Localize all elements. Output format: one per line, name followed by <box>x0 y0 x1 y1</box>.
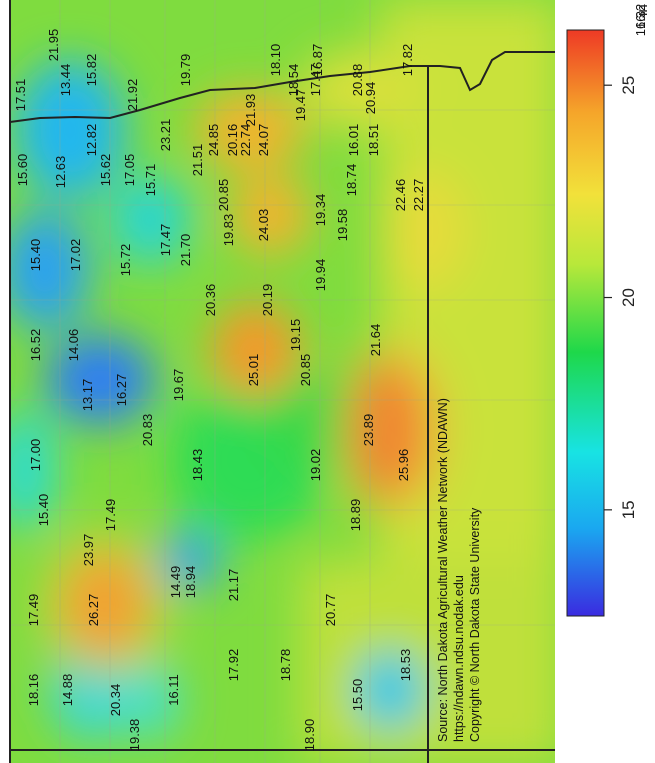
station-value-label: 24.85 <box>206 124 221 157</box>
station-value-label: 20.16 <box>225 124 240 157</box>
station-value-label: 16.32 <box>633 4 648 37</box>
station-value-label: 20.36 <box>203 284 218 317</box>
station-value-label: 19.47 <box>293 89 308 122</box>
legend-colorbar <box>566 29 605 617</box>
station-value-label: 15.50 <box>350 679 365 712</box>
station-value-label: 14.06 <box>66 329 81 362</box>
station-value-label: 20.19 <box>260 284 275 317</box>
station-value-label: 21.92 <box>125 79 140 112</box>
station-value-label: 23.97 <box>81 534 96 567</box>
station-value-label: 25.01 <box>246 354 261 387</box>
station-value-label: 21.51 <box>190 144 205 177</box>
source-line-2: https://ndawn.ndsu.nodak.edu <box>452 575 466 742</box>
station-value-label: 23.89 <box>361 414 376 447</box>
station-value-label: 14.88 <box>60 674 75 707</box>
station-value-label: 20.85 <box>216 179 231 212</box>
station-value-label: 18.51 <box>366 124 381 157</box>
station-value-label: 18.43 <box>190 449 205 482</box>
legend-tick-label: 15 <box>619 500 638 519</box>
county-lines <box>10 0 555 763</box>
station-value-label: 17.00 <box>28 439 43 472</box>
station-value-label: 19.38 <box>127 719 142 752</box>
legend-ticks: 15 20 25 <box>604 76 638 519</box>
source-line-3: Copyright © North Dakota State Universit… <box>468 507 482 742</box>
source-attribution: Source: North Dakota Agricultural Weathe… <box>436 398 482 742</box>
station-value-label: 17.05 <box>122 154 137 187</box>
station-value-label: 23.21 <box>158 119 173 152</box>
station-value-label: 21.95 <box>46 29 61 62</box>
station-value-label: 18.10 <box>268 44 283 77</box>
station-value-label: 19.94 <box>313 259 328 292</box>
color-legend: 15 20 25 in <box>566 4 651 617</box>
station-value-label: 15.40 <box>36 494 51 527</box>
station-value-label: 15.72 <box>118 244 133 277</box>
station-value-label: 19.02 <box>308 449 323 482</box>
station-value-label: 16. <box>633 11 648 29</box>
station-value-label: 18.54 <box>286 64 301 97</box>
station-value-label: 24.03 <box>256 209 271 242</box>
station-value-label: 18.90 <box>302 719 317 752</box>
legend-tick-label: 25 <box>619 76 638 95</box>
station-value-label: 24.07 <box>256 124 271 157</box>
station-value-label: 14.49 <box>168 566 183 599</box>
station-value-label: 18.94 <box>183 566 198 599</box>
station-value-label: 15.71 <box>143 164 158 197</box>
station-value-label: 22.74 <box>238 124 253 157</box>
station-value-label: 15.82 <box>84 54 99 87</box>
station-value-label: 20.77 <box>323 594 338 627</box>
station-value-label: 19.34 <box>313 194 328 227</box>
station-value-label: 12.63 <box>53 156 68 189</box>
legend-unit: in <box>634 4 651 16</box>
station-value-label: 16.52 <box>28 329 43 362</box>
station-value-label: 17.02 <box>68 239 83 272</box>
station-value-label: 18.53 <box>398 649 413 682</box>
station-value-label: 19.15 <box>288 319 303 352</box>
station-value-label: 18.89 <box>348 499 363 532</box>
station-value-label: 17.49 <box>103 499 118 532</box>
station-value-label: 16.27 <box>114 374 129 407</box>
station-value-label: 13.17 <box>80 379 95 412</box>
station-value-label: 18.16 <box>26 674 41 707</box>
station-value-label: 15.62 <box>98 154 113 187</box>
station-value-label: 17.51 <box>13 79 28 112</box>
station-value-label: 17.82 <box>400 44 415 77</box>
station-value-label: 21.64 <box>368 324 383 357</box>
state-borders <box>9 0 555 763</box>
station-value-label: 22.46 <box>393 179 408 212</box>
station-value-label: 19.83 <box>221 214 236 247</box>
station-value-label: 17.47 <box>158 224 173 257</box>
station-value-label: 20.83 <box>140 414 155 447</box>
station-value-label: 19.79 <box>178 54 193 87</box>
station-value-label: 21.93 <box>243 94 258 127</box>
station-value-label: 20.88 <box>350 64 365 97</box>
source-line-1: Source: North Dakota Agricultural Weathe… <box>436 398 450 742</box>
station-value-label: 16.11 <box>166 674 181 706</box>
station-value-label: 17.47 <box>308 64 323 97</box>
station-value-label: 13.44 <box>58 64 73 97</box>
station-value-label: 22.27 <box>411 179 426 212</box>
station-value-label: 17.49 <box>26 594 41 627</box>
station-value-label: 21.17 <box>226 569 241 602</box>
station-value-label: 21.70 <box>178 234 193 267</box>
station-value-label: 15.60 <box>15 154 30 187</box>
precipitation-field <box>10 0 555 763</box>
legend-tick-label: 20 <box>619 288 638 307</box>
station-value-label: 19.58 <box>335 209 350 242</box>
station-value-label: 20.85 <box>298 354 313 387</box>
station-value-label: 18.74 <box>344 164 359 197</box>
station-value-label: 18.78 <box>278 649 293 682</box>
station-value-label: 20.34 <box>108 684 123 717</box>
station-value-label: 15.40 <box>28 239 43 272</box>
station-value-label: 16.87 <box>310 44 325 77</box>
station-value-label: 19.67 <box>171 369 186 402</box>
station-value-label: 17.92 <box>226 649 241 682</box>
station-values: 16.32 21.95 15.82 13.44 17.51 21.92 19.79 18.10… <box>13 4 648 752</box>
station-value-label: 20.94 <box>363 82 378 115</box>
station-value-label: 25.96 <box>396 449 411 482</box>
station-value-label: 16.01 <box>346 124 361 157</box>
station-value-label: 12.82 <box>84 124 99 157</box>
station-value-label: 26.27 <box>86 594 101 627</box>
